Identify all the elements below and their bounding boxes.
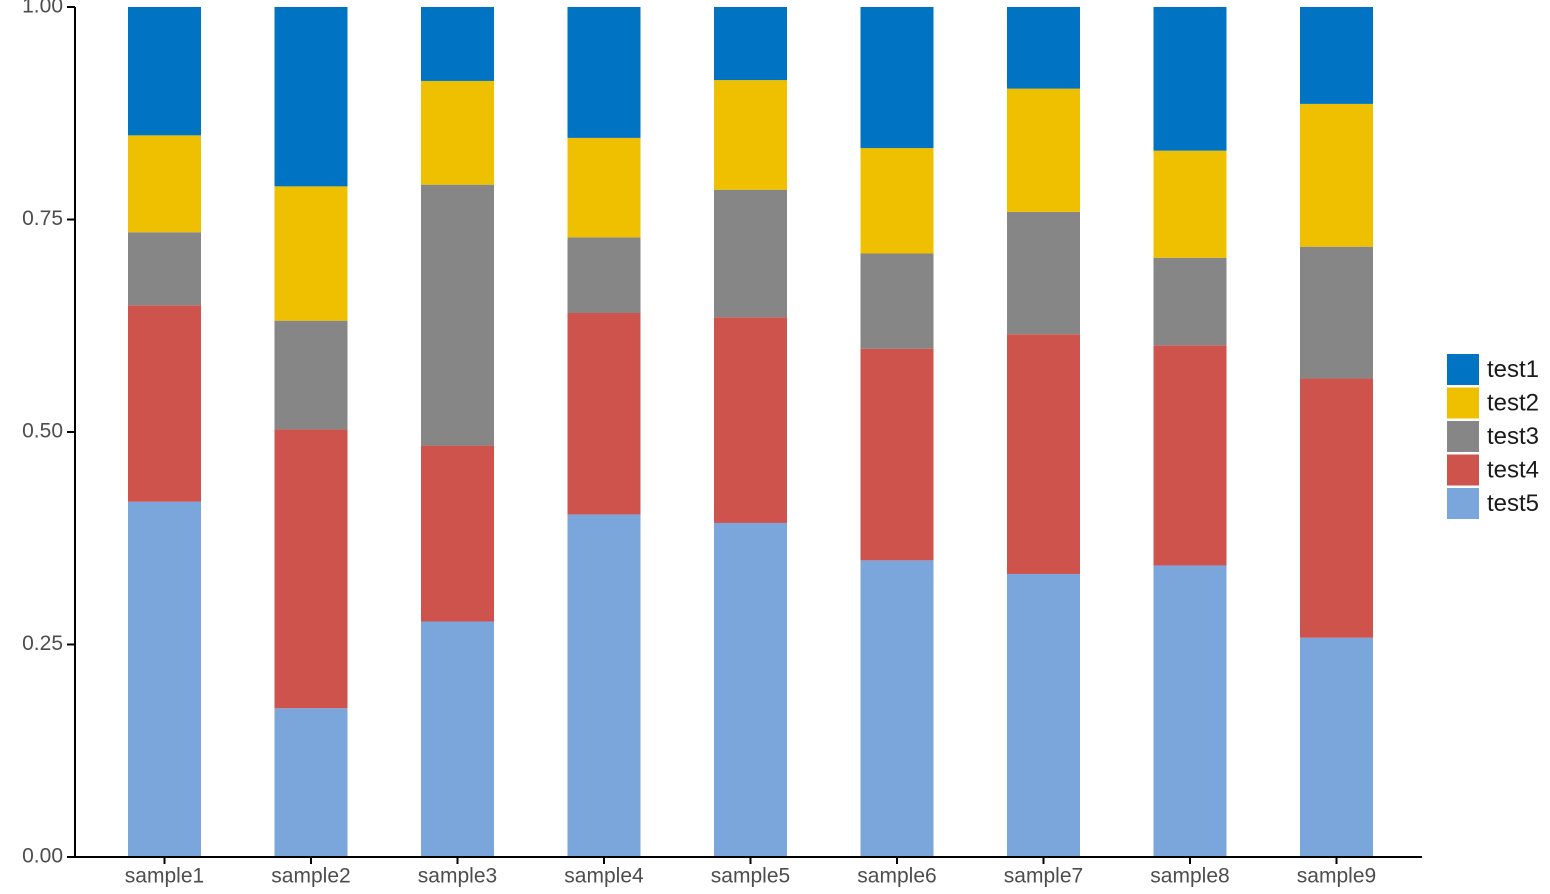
legend: test1 test2 test3 test4 test5 — [1447, 354, 1539, 519]
legend-key-test4 — [1447, 454, 1479, 486]
legend-label-test1: test1 — [1487, 356, 1539, 383]
bar-segment-test1-sample3 — [421, 7, 494, 81]
y-tick-label: 0.25 — [22, 632, 63, 655]
bar-segment-test2-sample2 — [274, 186, 348, 321]
bar-segment-test5-sample3 — [421, 621, 494, 857]
bar-segment-test2-sample1 — [128, 135, 201, 233]
x-tick-label: sample8 — [1150, 865, 1229, 888]
bar-segment-test4-sample2 — [274, 429, 348, 709]
bar-segment-test5-sample8 — [1153, 565, 1227, 857]
x-tick-label: sample5 — [711, 865, 790, 888]
x-tick-label: sample9 — [1297, 865, 1376, 888]
bar-segment-test5-sample9 — [1300, 637, 1373, 857]
bar-segment-test2-sample8 — [1153, 150, 1227, 258]
bar-segment-test3-sample1 — [128, 232, 201, 306]
x-tick-label: sample6 — [857, 865, 936, 888]
legend-key-test3 — [1447, 421, 1479, 452]
bar-segment-test1-sample7 — [1007, 7, 1080, 89]
bar-segment-test2-sample5 — [714, 80, 787, 190]
bar-segment-test2-sample3 — [421, 80, 494, 185]
y-tick-label: 0.00 — [22, 845, 63, 868]
legend-label-test2: test2 — [1487, 389, 1539, 416]
bar-segment-test5-sample7 — [1007, 573, 1080, 857]
bar-segment-test1-sample4 — [567, 7, 641, 138]
bar-segment-test2-sample9 — [1300, 103, 1373, 247]
bar-segment-test4-sample7 — [1007, 334, 1080, 574]
bar-segment-test5-sample4 — [567, 514, 641, 857]
legend-key-test2 — [1447, 387, 1479, 419]
legend-label-test3: test3 — [1487, 423, 1539, 450]
x-tick-label: sample3 — [418, 865, 497, 888]
bar-segment-test4-sample8 — [1153, 345, 1227, 566]
bar-segment-test3-sample8 — [1153, 257, 1227, 346]
bar-segment-test3-sample6 — [860, 253, 934, 349]
bar-segment-test3-sample5 — [714, 189, 787, 318]
bar-segment-test2-sample4 — [567, 137, 641, 238]
bar-segment-test1-sample5 — [714, 7, 787, 81]
bar-segment-test3-sample7 — [1007, 211, 1080, 335]
bar-segment-test4-sample1 — [128, 305, 201, 502]
legend-key-test5 — [1447, 488, 1479, 519]
x-tick-label: sample2 — [271, 865, 350, 888]
bar-segment-test3-sample9 — [1300, 246, 1373, 379]
bar-segment-test4-sample3 — [421, 445, 494, 622]
bar-segment-test3-sample3 — [421, 184, 494, 446]
bar-segment-test2-sample6 — [860, 148, 934, 254]
bar-segment-test1-sample6 — [860, 7, 934, 149]
bar-segment-test5-sample5 — [714, 522, 787, 857]
bar-segment-test1-sample2 — [274, 7, 348, 187]
bar-segment-test3-sample2 — [274, 320, 348, 430]
bar-segment-test4-sample9 — [1300, 378, 1373, 638]
legend-label-test5: test5 — [1487, 490, 1539, 517]
y-tick-label: 0.75 — [22, 207, 63, 230]
axes-layer: 0.00 0.25 0.50 0.75 1.00 sample1 sample2 sample… — [22, 0, 1422, 888]
bar-segment-test3-sample4 — [567, 237, 641, 313]
bar-segment-test5-sample1 — [128, 501, 201, 857]
y-tick-label: 0.50 — [22, 420, 63, 443]
bar-segment-test2-sample7 — [1007, 88, 1080, 212]
x-tick-label: sample1 — [125, 865, 204, 888]
bars-layer — [128, 7, 1373, 857]
bar-segment-test1-sample8 — [1153, 7, 1227, 151]
legend-label-test4: test4 — [1487, 456, 1539, 483]
bar-segment-test4-sample4 — [567, 313, 641, 515]
bar-segment-test1-sample1 — [128, 7, 201, 136]
legend-key-test1 — [1447, 354, 1479, 385]
bar-segment-test5-sample2 — [274, 708, 348, 857]
bar-segment-test1-sample9 — [1300, 7, 1373, 104]
x-tick-label: sample4 — [564, 865, 644, 888]
x-tick-label: sample7 — [1004, 865, 1083, 888]
bar-segment-test5-sample6 — [860, 560, 934, 857]
bar-segment-test4-sample6 — [860, 348, 934, 561]
y-tick-label: 1.00 — [22, 0, 63, 18]
bar-segment-test4-sample5 — [714, 317, 787, 523]
